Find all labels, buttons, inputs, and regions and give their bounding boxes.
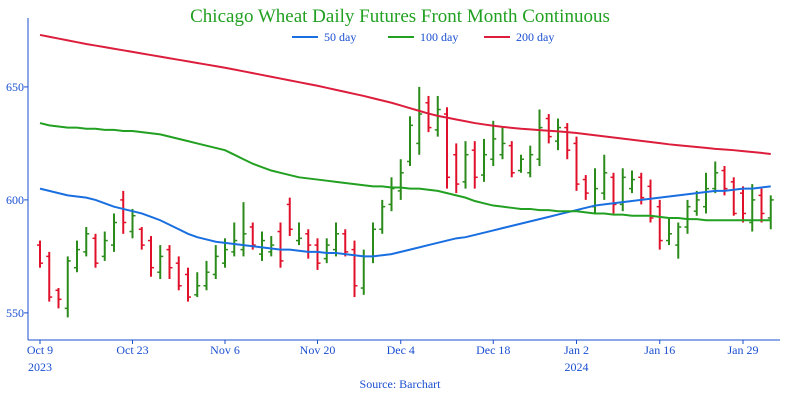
ma-line bbox=[39, 122, 771, 222]
legend-label: 200 day bbox=[516, 30, 554, 44]
x-tick-label: Dec 4 bbox=[387, 343, 415, 357]
ma-line bbox=[39, 185, 771, 258]
x-tick-label: Nov 20 bbox=[300, 343, 336, 357]
legend-label: 100 day bbox=[420, 30, 458, 44]
chart-title: Chicago Wheat Daily Futures Front Month … bbox=[190, 6, 610, 27]
x-tick-label: Oct 9 2023 bbox=[27, 343, 53, 374]
source: Source: Barchart bbox=[360, 377, 442, 391]
x-tick-label: Jan 2 2024 bbox=[564, 343, 589, 374]
x-tick-label: Nov 6 bbox=[210, 343, 240, 357]
y-tick-label: 650 bbox=[6, 80, 24, 94]
ma-line bbox=[39, 33, 771, 156]
x-tick-label: Oct 23 bbox=[116, 343, 148, 357]
y-tick-label: 600 bbox=[6, 193, 24, 207]
y-tick-label: 550 bbox=[6, 306, 24, 320]
x-tick-label: Dec 18 bbox=[476, 343, 510, 357]
x-tick-label: Jan 29 bbox=[728, 343, 759, 357]
legend-label: 50 day bbox=[324, 30, 356, 44]
x-tick-label: Jan 16 bbox=[644, 343, 675, 357]
